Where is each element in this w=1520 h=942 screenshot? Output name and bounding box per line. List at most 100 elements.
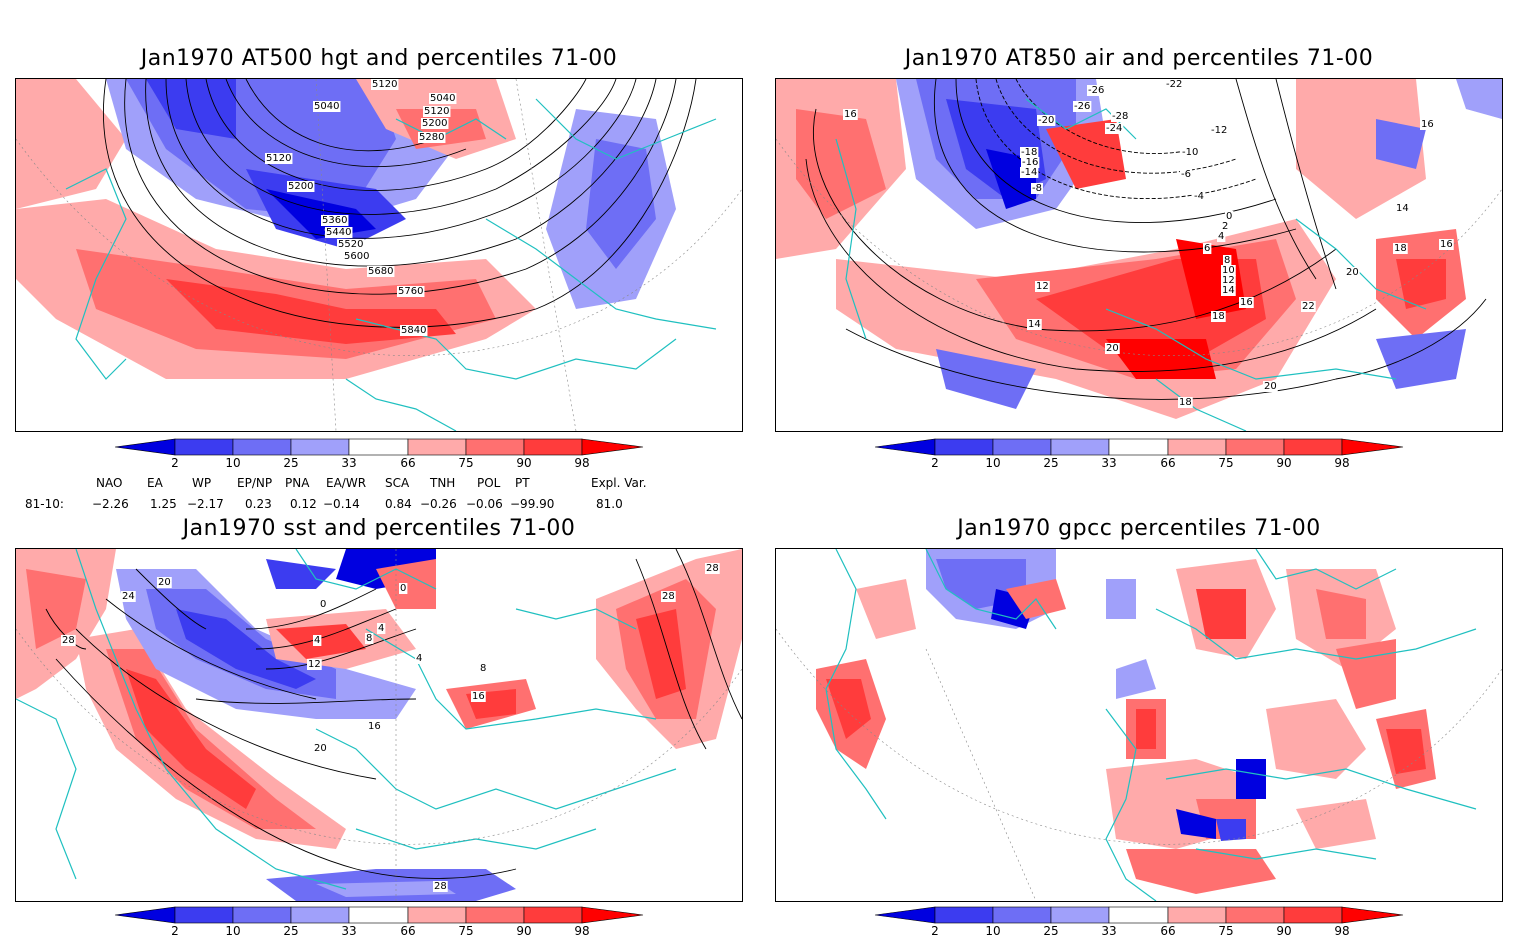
- colorbar-sst: 2 10 25 33 66 75 90 98: [115, 906, 645, 942]
- contour-label: 5120: [372, 79, 397, 90]
- colorbar-segment: [1341, 906, 1404, 924]
- index-header: WP: [192, 476, 212, 490]
- contour-label: 5600: [344, 251, 369, 262]
- contour-label: -26: [1088, 85, 1104, 96]
- index-value: −0.14: [323, 497, 360, 511]
- contour-label: -26: [1074, 101, 1090, 112]
- contour-label-box: [371, 79, 399, 90]
- colorbar-segment: [1283, 438, 1343, 456]
- contour-label-box: [321, 215, 349, 226]
- graticule: [776, 628, 1502, 901]
- contour-label: 18: [1179, 397, 1192, 408]
- contour-label: 5360: [322, 215, 347, 226]
- contour-label: 14: [1222, 285, 1235, 296]
- contour-label: 4: [314, 635, 320, 646]
- colorbar-label: 98: [1334, 924, 1350, 938]
- colorbar-label: 90: [516, 456, 532, 470]
- contour-label: 20: [158, 577, 171, 588]
- contour-label-box: [319, 599, 328, 610]
- colorbar-label: 2: [931, 456, 939, 470]
- contour-label-box: [1111, 111, 1130, 122]
- contour-label: 24: [122, 591, 135, 602]
- colorbar-segment: [1050, 438, 1110, 456]
- contour-label-box: [1263, 381, 1278, 392]
- index-header: PNA: [285, 476, 310, 490]
- colorbar-segment: [290, 438, 350, 456]
- colorbar-label: 33: [341, 456, 357, 470]
- contour-label-box: [1031, 183, 1043, 194]
- contour-label-box: [1073, 101, 1092, 112]
- contour-label-box: [1021, 157, 1040, 168]
- contour-label: -20: [1038, 115, 1054, 126]
- contour-labels: -26 -22 -26 -20 -28 -24 -18 -16 -14 -12 …: [843, 79, 1454, 408]
- index-header: POL: [477, 476, 501, 490]
- index-header: SCA: [385, 476, 410, 490]
- contour-label: 0: [400, 583, 406, 594]
- contour-label-box: [1210, 125, 1229, 136]
- contour-label-box: [1345, 267, 1360, 278]
- colorbar-air850: 2 10 25 33 66 75 90 98: [875, 438, 1405, 474]
- contour-label-box: [1225, 211, 1234, 222]
- colorbar-segment: [581, 438, 644, 456]
- index-value: −0.26: [420, 497, 457, 511]
- index-header: EP/NP: [237, 476, 273, 490]
- index-header: PT: [515, 476, 530, 490]
- contour-label-box: [418, 132, 446, 143]
- panel-title-gpcc: Jan1970 gpcc percentiles 71-00: [957, 516, 1321, 541]
- colorbar-segment: [174, 906, 234, 924]
- map-air850: -26 -22 -26 -20 -28 -24 -18 -16 -14 -12 …: [775, 78, 1503, 432]
- index-value: −2.26: [92, 497, 129, 511]
- contour-label-box: [157, 577, 172, 588]
- contour-label-box: [1203, 243, 1212, 254]
- index-value: 0.12: [290, 497, 317, 511]
- coastlines: [825, 549, 1477, 901]
- contour-label-box: [1211, 311, 1226, 322]
- colorbar-segment: [934, 438, 994, 456]
- colorbar-label: 10: [225, 924, 241, 938]
- colorbar-segment: [465, 438, 525, 456]
- colorbar-label: 33: [1101, 456, 1117, 470]
- contour-label-box: [1020, 167, 1039, 178]
- contour-label: -16: [1022, 157, 1038, 168]
- contour-label-box: [1420, 119, 1435, 130]
- contour-label: -18: [1021, 147, 1037, 158]
- contour-label-box: [365, 633, 374, 644]
- contour-label-box: [1221, 275, 1236, 286]
- contour-label: 0: [1226, 211, 1232, 222]
- colorbar-label: 75: [458, 924, 474, 938]
- contour-label-box: [1035, 281, 1050, 292]
- contour-label-box: [1221, 285, 1236, 296]
- contour-label: 5120: [424, 106, 449, 117]
- colorbar-label: 75: [1218, 456, 1234, 470]
- colorbar-segment: [115, 906, 176, 924]
- colorbar-label: 25: [1043, 456, 1059, 470]
- panel-title-air850: Jan1970 AT850 air and percentiles 71-00: [904, 46, 1374, 71]
- contour-label-box: [307, 659, 322, 670]
- contour-label: 14: [1028, 319, 1041, 330]
- colorbar-segment: [407, 906, 467, 924]
- contour-label-box: [1223, 255, 1232, 266]
- index-row-label: 81-10:: [25, 497, 64, 511]
- colorbar-segment: [1108, 906, 1169, 924]
- contour-label-box: [337, 239, 365, 250]
- contour-label: 5200: [288, 181, 313, 192]
- contour-label: 5040: [430, 93, 455, 104]
- contour-label: 20: [314, 743, 327, 754]
- colorbar-segment: [934, 906, 994, 924]
- colorbar-segment: [232, 906, 292, 924]
- colorbar-label: 25: [1043, 924, 1059, 938]
- contour-label-box: [423, 106, 451, 117]
- contour-label: 22: [1302, 301, 1315, 312]
- colorbar-segment: [348, 906, 409, 924]
- colorbar-label: 98: [1334, 456, 1350, 470]
- index-header: EA/WR: [326, 476, 367, 490]
- graticule: [16, 549, 742, 901]
- contour-label: 12: [308, 659, 321, 670]
- contour-label: -12: [1211, 125, 1227, 136]
- colorbar-segment: [875, 906, 936, 924]
- map-sst: 20 24 28 0 0 4 4 8 12 16 20 4 8 16 28 28…: [15, 548, 743, 902]
- contour-label: -4: [1194, 191, 1204, 202]
- colorbar-label: 75: [1218, 924, 1234, 938]
- colorbar-segment: [1283, 906, 1343, 924]
- colorbar-label: 33: [341, 924, 357, 938]
